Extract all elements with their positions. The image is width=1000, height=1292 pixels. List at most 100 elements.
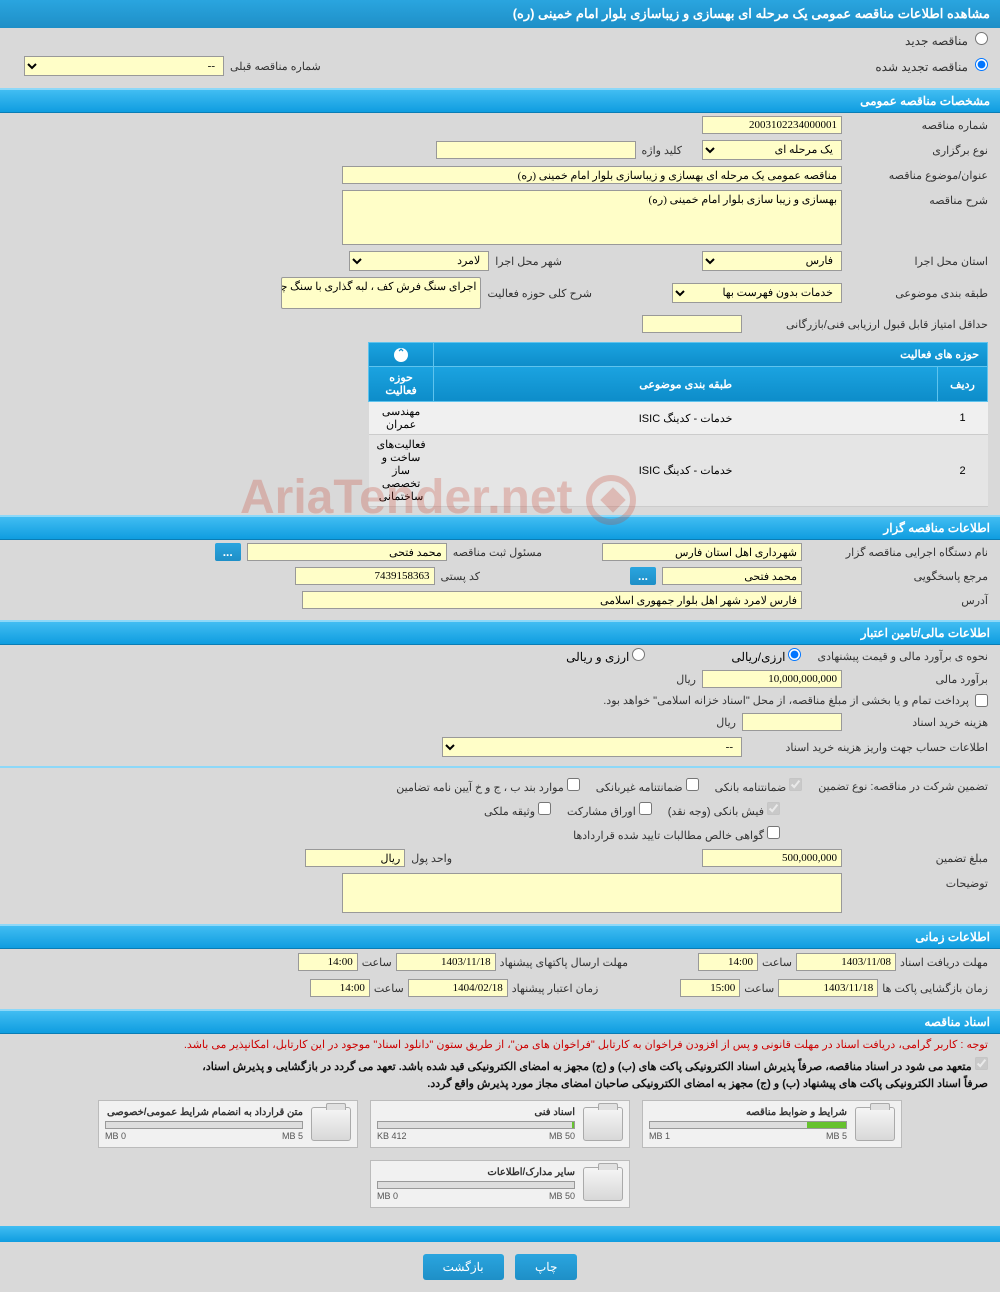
file-name: سایر مدارک/اطلاعات <box>377 1167 575 1178</box>
city-select[interactable]: لامرد <box>349 251 489 271</box>
registrar-label: مسئول ثبت مناقصه <box>453 546 542 559</box>
org-input[interactable] <box>602 543 802 561</box>
unit-label: واحد پول <box>411 852 452 865</box>
radio-rial[interactable] <box>788 648 801 661</box>
contact-label: مرجع پاسخگویی <box>808 570 988 583</box>
cb-property[interactable] <box>538 802 551 815</box>
collapse-icon[interactable]: ⌃ <box>394 348 408 362</box>
file-name: متن قرارداد به انضمام شرایط عمومی/خصوصی <box>105 1107 303 1118</box>
num-input[interactable] <box>702 116 842 134</box>
notes-label: توضیحات <box>848 873 988 890</box>
radio-new[interactable] <box>975 32 988 45</box>
cb-property-label: وثیقه ملکی <box>484 806 535 818</box>
province-select[interactable]: فارس <box>702 251 842 271</box>
activity-scope-label: شرح کلی حوزه فعالیت <box>487 287 592 300</box>
radio-renewed-label: مناقصه تجدید شده <box>875 60 968 74</box>
section-financial: اطلاعات مالی/تامین اعتبار <box>0 620 1000 645</box>
account-label: اطلاعات حساب جهت واریز هزینه خرید اسناد <box>748 741 988 754</box>
guarantee-amount-input[interactable] <box>702 849 842 867</box>
file-box[interactable]: متن قرارداد به انضمام شرایط عمومی/خصوصی5… <box>98 1100 358 1148</box>
section-general: مشخصات مناقصه عمومی <box>0 88 1000 113</box>
contact-input[interactable] <box>662 567 802 585</box>
file-box[interactable]: اسناد فنی50 MB412 KB <box>370 1100 630 1148</box>
back-button[interactable]: بازگشت <box>423 1254 504 1280</box>
deadline-pkg-time[interactable] <box>298 953 358 971</box>
commit-checkbox[interactable] <box>975 1057 988 1070</box>
treasury-checkbox[interactable] <box>975 694 988 707</box>
validity-time[interactable] <box>310 979 370 997</box>
cb-bonds[interactable] <box>639 802 652 815</box>
file-used: 0 MB <box>377 1191 398 1201</box>
cb-nonbank[interactable] <box>686 778 699 791</box>
estimate-label: برآورد مالی <box>848 673 988 686</box>
col-category: طبقه بندی موضوعی <box>434 367 938 402</box>
account-select[interactable]: -- <box>442 737 742 757</box>
file-box[interactable]: شرایط و ضوابط مناقصه5 MB1 MB <box>642 1100 902 1148</box>
org-label: نام دستگاه اجرایی مناقصه گزار <box>808 546 988 559</box>
keyword-label: کلید واژه <box>642 144 682 157</box>
deadline-pkg-label: مهلت ارسال پاکتهای پیشنهاد <box>500 956 628 969</box>
file-max: 50 MB <box>549 1191 575 1201</box>
file-used: 0 MB <box>105 1131 126 1141</box>
cb-nonbank-label: ضمانتنامه غیربانکی <box>596 782 683 794</box>
radio-mixed[interactable] <box>632 648 645 661</box>
registrar-lookup-button[interactable]: ... <box>215 543 241 561</box>
table-row: 1خدمات - کدینگ ISICمهندسی عمران <box>369 402 988 435</box>
city-label: شهر محل اجرا <box>495 255 562 268</box>
estimate-method-label: نحوه ی برآورد مالی و قیمت پیشنهادی <box>817 650 988 663</box>
col-scope: حوزه فعالیت <box>369 367 434 402</box>
table-row: 2خدمات - کدینگ ISICفعالیت‌های ساخت و ساز… <box>369 435 988 507</box>
min-score-label: حداقل امتیاز قابل قبول ارزیابی فنی/بازرگ… <box>748 318 988 331</box>
radio-new-label: مناقصه جدید <box>905 34 968 48</box>
cb-cash[interactable] <box>767 802 780 815</box>
file-box[interactable]: سایر مدارک/اطلاعات 50 MB 0 MB <box>370 1160 630 1208</box>
tender-type-radios: مناقصه جدید <box>0 28 1000 52</box>
print-button[interactable]: چاپ <box>515 1254 577 1280</box>
open-date[interactable] <box>778 979 878 997</box>
notes-textarea[interactable] <box>342 873 842 913</box>
deadline-doc-time[interactable] <box>698 953 758 971</box>
subject-input[interactable] <box>342 166 842 184</box>
notice-text: توجه : کاربر گرامی، دریافت اسناد در مهلت… <box>0 1034 1000 1055</box>
address-input[interactable] <box>302 591 802 609</box>
prev-no-label: شماره مناقصه قبلی <box>230 60 321 73</box>
type-select[interactable]: یک مرحله ای <box>702 140 842 160</box>
postal-label: کد پستی <box>441 570 480 583</box>
hour-label-2: ساعت <box>362 956 392 969</box>
activities-title: حوزه های فعالیت <box>434 343 988 367</box>
radio-renewed[interactable] <box>975 58 988 71</box>
radio-mixed-label: ارزی و ریالی <box>566 650 629 664</box>
deadline-pkg-date[interactable] <box>396 953 496 971</box>
desc-textarea[interactable] <box>342 190 842 245</box>
prev-no-select[interactable]: -- <box>24 56 224 76</box>
file-used: 412 KB <box>377 1131 407 1141</box>
keyword-input[interactable] <box>436 141 636 159</box>
cb-receivables[interactable] <box>767 826 780 839</box>
min-score-input[interactable] <box>642 315 742 333</box>
file-grid: شرایط و ضوابط مناقصه5 MB1 MBاسناد فنی50 … <box>0 1092 1000 1216</box>
doc-fee-input[interactable] <box>742 713 842 731</box>
validity-date[interactable] <box>408 979 508 997</box>
open-time[interactable] <box>680 979 740 997</box>
cb-receivables-label: گواهی خالص مطالبات تایید شده قراردادها <box>573 830 764 842</box>
folder-icon <box>311 1107 351 1141</box>
file-name: اسناد فنی <box>377 1107 575 1118</box>
deadline-doc-date[interactable] <box>796 953 896 971</box>
hour-label-1: ساعت <box>762 956 792 969</box>
folder-icon <box>855 1107 895 1141</box>
guarantee-label: تضمین شرکت در مناقصه: نوع تضمین <box>818 780 988 793</box>
cb-bylaw[interactable] <box>567 778 580 791</box>
activity-scope-select[interactable]: اجرای سنگ فرش کف ، لبه گذاری با سنگ چینی <box>281 277 481 309</box>
subject-label: عنوان/موضوع مناقصه <box>848 169 988 182</box>
registrar-input[interactable] <box>247 543 447 561</box>
cb-bank[interactable] <box>789 778 802 791</box>
unit-input[interactable] <box>305 849 405 867</box>
category-select[interactable]: خدمات بدون فهرست بها <box>672 283 842 303</box>
currency-label-2: ریال <box>716 716 736 729</box>
cb-bonds-label: اوراق مشارکت <box>567 806 636 818</box>
payment-note: پرداخت تمام و یا بخشی از مبلغ مناقصه، از… <box>603 694 969 707</box>
estimate-input[interactable] <box>702 670 842 688</box>
hour-label-3: ساعت <box>744 982 774 995</box>
contact-lookup-button[interactable]: ... <box>630 567 656 585</box>
postal-input[interactable] <box>295 567 435 585</box>
